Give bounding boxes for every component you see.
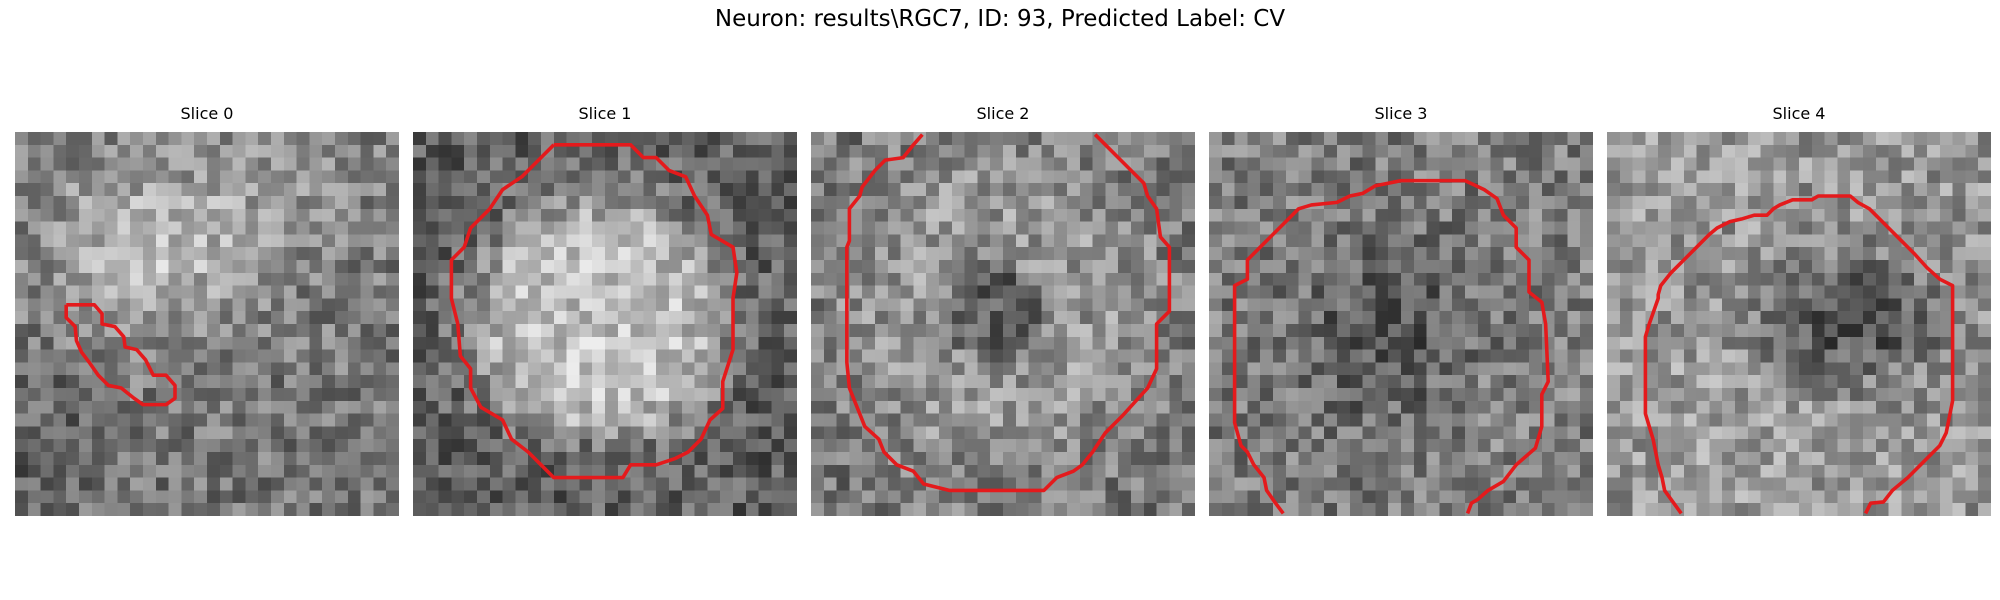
slice-title: Slice 4 [1772,104,1826,123]
slice-image [1209,132,1593,516]
pixel-grid [1209,132,1593,516]
roi-contour [845,133,1172,493]
roi-contour [1643,194,1955,515]
roi-contour [1232,178,1550,515]
slice-title: Slice 1 [578,104,632,123]
slice-image [413,132,797,516]
slice-title: Slice 3 [1374,104,1428,123]
slice-title: Slice 0 [180,104,234,123]
pixel-grid [413,132,797,516]
figure-title: Neuron: results\RGC7, ID: 93, Predicted … [714,6,1286,32]
slice-image [1607,132,1991,516]
roi-contour [449,143,739,480]
pixel-grid [811,132,1195,516]
roi-contour [64,303,177,407]
slice-image [811,132,1195,516]
slice-title: Slice 2 [976,104,1030,123]
pixel-grid [15,132,399,516]
slice-image [15,132,399,516]
pixel-grid [1607,132,1991,516]
